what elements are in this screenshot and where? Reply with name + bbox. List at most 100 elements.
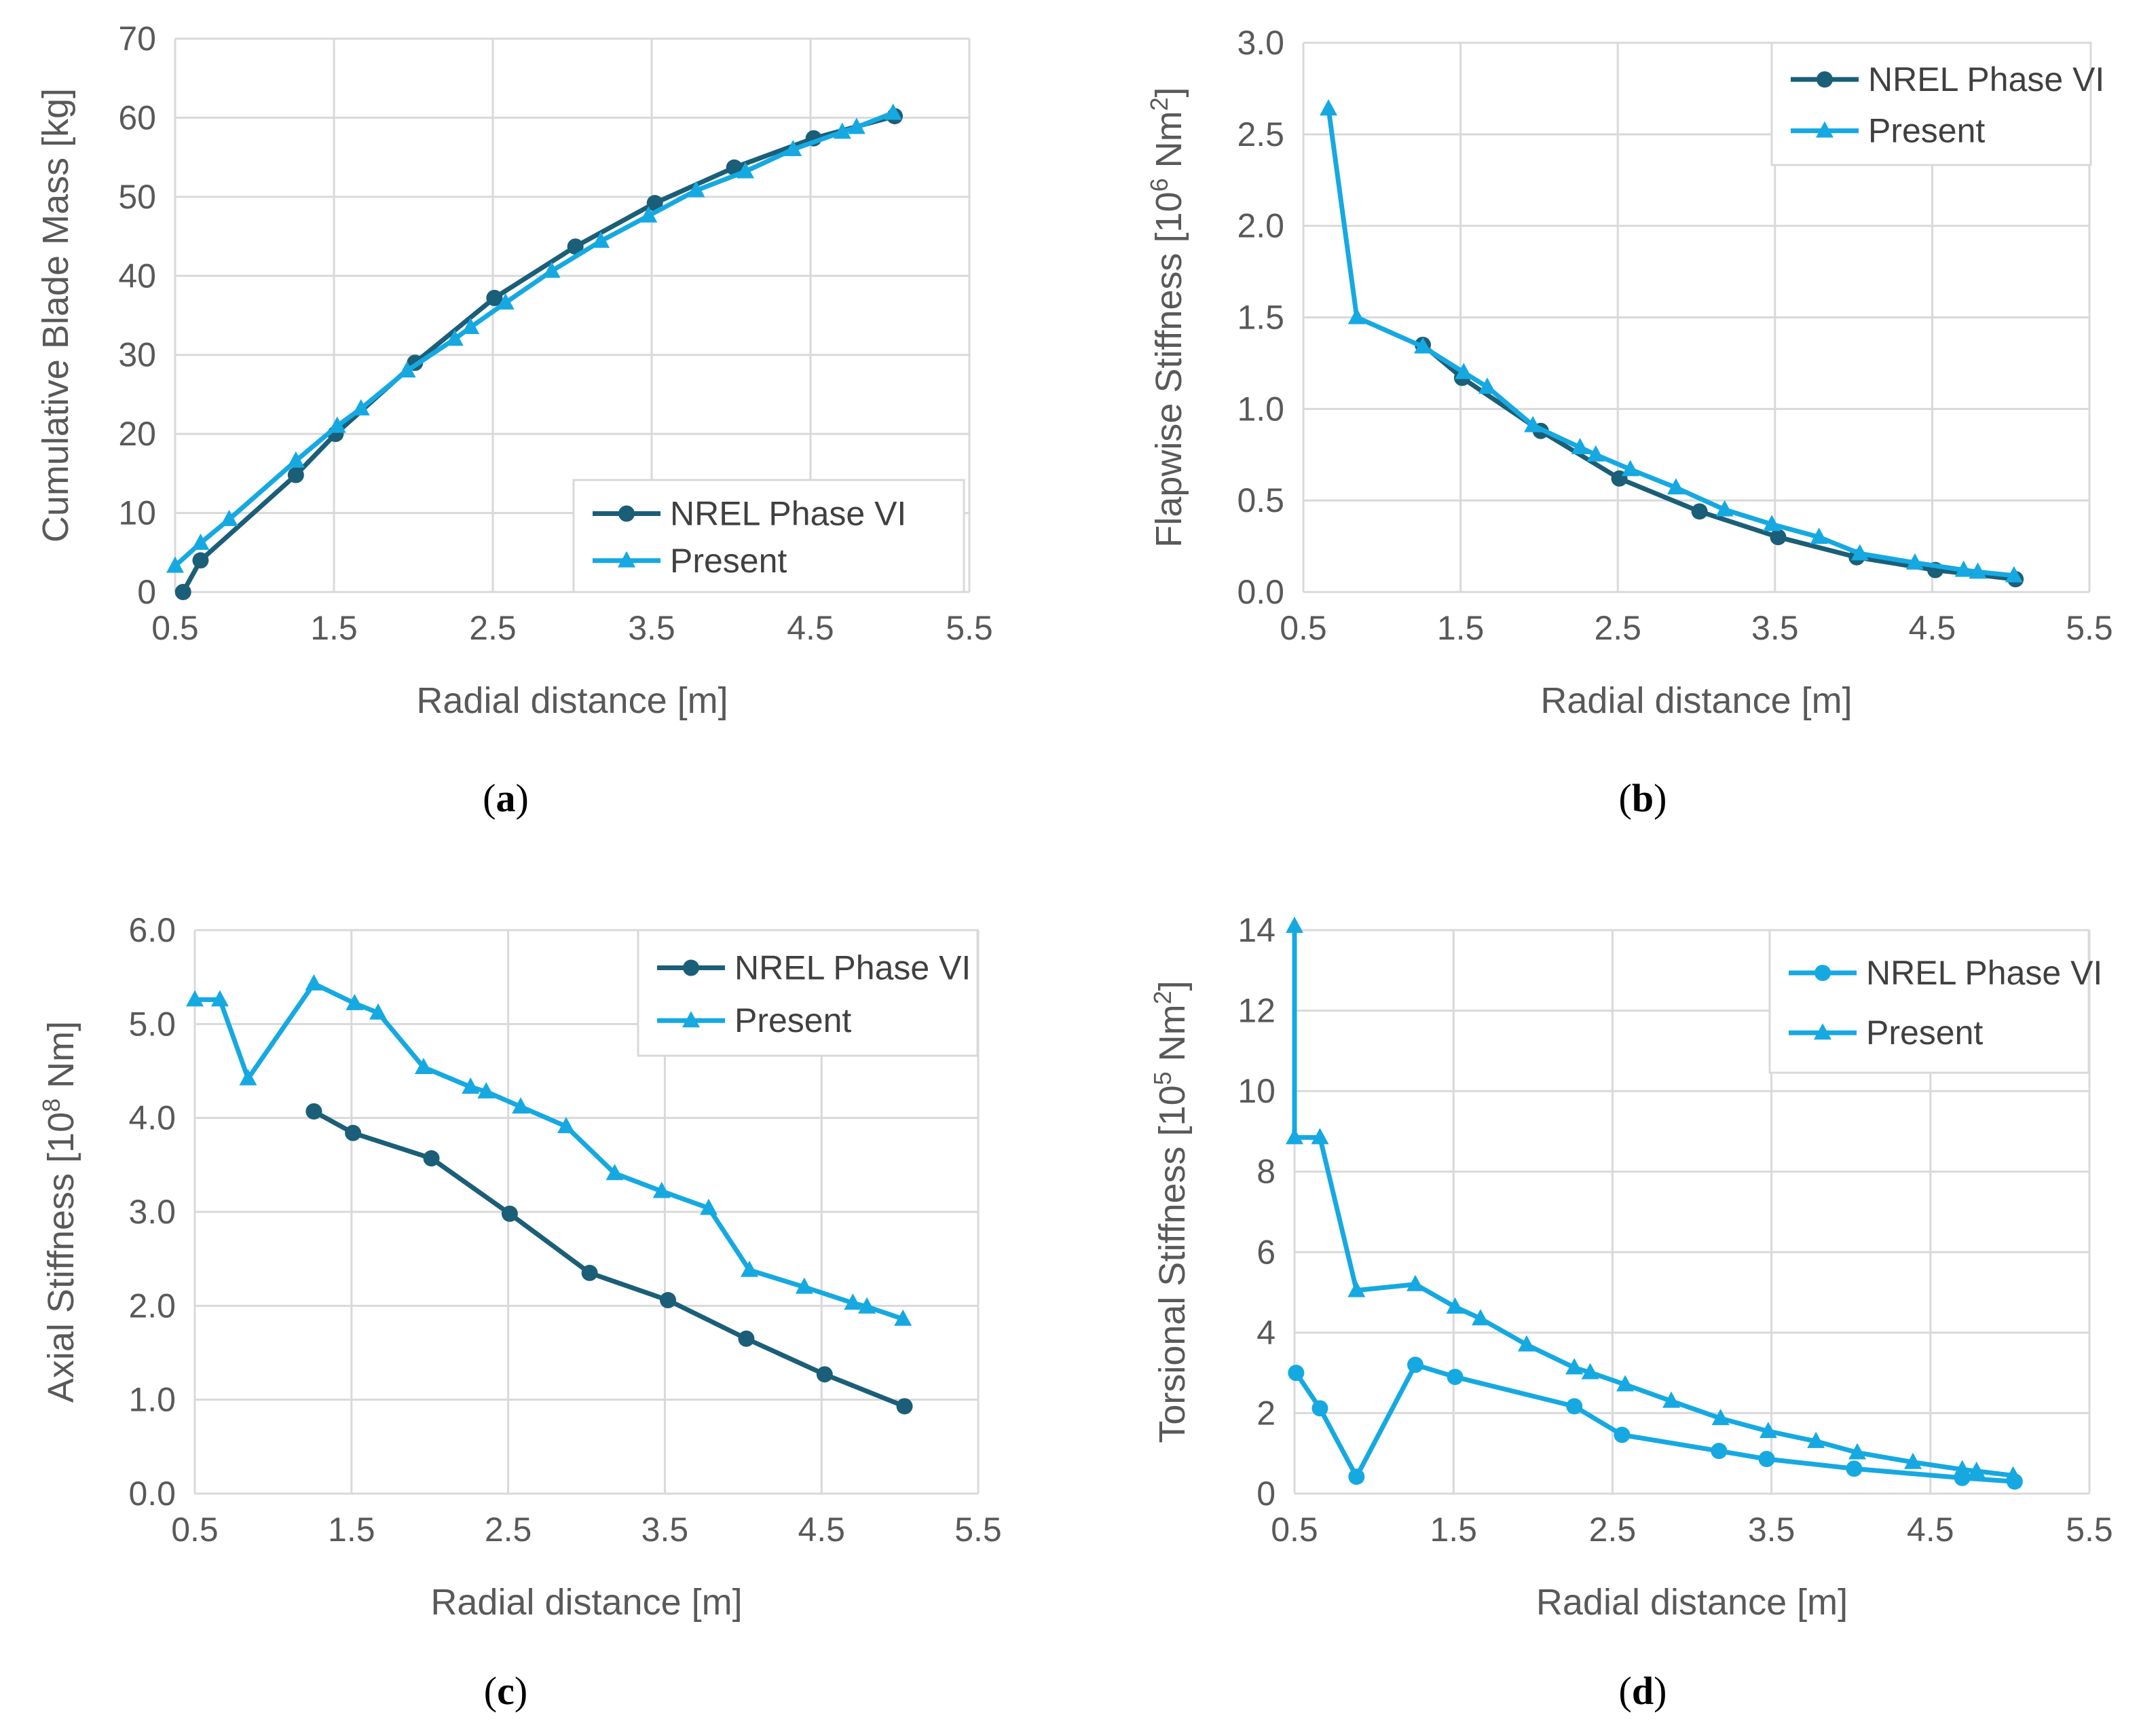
data-point-present xyxy=(1810,528,1828,544)
data-point-present xyxy=(833,122,851,139)
legend-box xyxy=(1768,929,2090,1074)
data-point-present xyxy=(512,1097,530,1114)
data-point-present xyxy=(1347,308,1366,325)
legend-label: NREL Phase VI xyxy=(670,495,906,533)
y-tick-label: 2 xyxy=(1256,1394,1276,1432)
y-tick-label: 20 xyxy=(118,415,156,453)
data-point-present xyxy=(1954,560,1973,577)
y-axis-label-unit: Nm] xyxy=(41,1021,81,1098)
legend-marker-circle xyxy=(1817,71,1833,88)
caption-letter: a xyxy=(496,776,516,820)
data-point-present xyxy=(1565,1358,1584,1375)
data-point-present xyxy=(1347,1280,1366,1297)
x-tick-label: 3.5 xyxy=(1751,609,1799,647)
y-axis-label-sup: 6 xyxy=(1145,178,1173,191)
data-point-present xyxy=(1455,363,1473,380)
x-axis-label: Radial distance [m] xyxy=(1540,680,1852,721)
data-point-present xyxy=(1667,478,1685,495)
data-point-present xyxy=(462,1077,480,1094)
y-axis-label-sup: 8 xyxy=(37,1098,65,1112)
data-point-present xyxy=(1406,1274,1424,1291)
data-point-present xyxy=(328,416,346,433)
data-point-present xyxy=(1524,415,1542,432)
y-tick-label: 1.0 xyxy=(128,1381,176,1419)
data-point-nrel xyxy=(1348,1469,1365,1485)
legend: NREL Phase VI Present xyxy=(1768,929,2102,1074)
data-point-present xyxy=(1286,1128,1303,1145)
y-axis-label: Torsional Stiffness [105 Nm2] xyxy=(1149,980,1193,1443)
legend-box xyxy=(572,479,965,593)
data-point-present xyxy=(369,1003,388,1020)
y-tick-label: 0 xyxy=(137,573,156,611)
data-point-present xyxy=(1616,1375,1635,1392)
data-point-present xyxy=(639,206,658,223)
y-tick-label: 10 xyxy=(118,494,156,532)
data-point-present xyxy=(700,1198,718,1215)
y-axis-label-unit: Nm xyxy=(1149,111,1189,178)
y-tick-label: 2.0 xyxy=(128,1287,176,1325)
data-point-nrel xyxy=(423,1150,440,1167)
y-tick-label: 6.0 xyxy=(128,911,176,949)
chart-b: 0.00.51.01.52.02.53.00.5 1.5 2.5 3.5 4.5 5.5R… xyxy=(1145,24,2113,820)
x-tick-label: 2.5 xyxy=(1594,609,1641,647)
data-point-present xyxy=(795,1277,813,1294)
x-tick-label: 2.5 xyxy=(469,609,517,647)
data-point-nrel xyxy=(660,1292,677,1309)
x-tick-label: 0.5 xyxy=(171,1511,219,1549)
data-point-present xyxy=(210,990,229,1007)
data-point-present xyxy=(858,1297,876,1314)
legend-label: Present xyxy=(1866,1014,1983,1052)
data-point-present xyxy=(1446,1297,1464,1314)
caption-close: ) xyxy=(1654,1669,1667,1713)
y-tick-label: 4.0 xyxy=(128,1099,176,1137)
x-tick-label: 1.5 xyxy=(1437,609,1485,647)
y-axis-label-text: Cumulative Blade Mass [kg] xyxy=(35,88,76,542)
x-tick-label: 3.5 xyxy=(641,1511,689,1549)
data-point-nrel xyxy=(1711,1443,1728,1460)
y-axis-label: Axial Stiffness [108 Nm] xyxy=(37,1021,81,1403)
y-tick-label: 3.0 xyxy=(128,1193,176,1231)
legend: NREL Phase VI Present xyxy=(1770,41,2104,166)
y-tick-label: 2.0 xyxy=(1237,207,1284,245)
caption-open: ( xyxy=(1619,776,1632,820)
y-tick-label: 1.0 xyxy=(1237,390,1284,428)
y-tick-label: 40 xyxy=(118,257,156,295)
x-tick-label: 5.5 xyxy=(946,609,993,647)
y-tick-label: 0 xyxy=(1256,1475,1276,1513)
data-point-nrel xyxy=(486,289,503,306)
data-point-present xyxy=(477,1082,496,1098)
data-point-present xyxy=(1320,99,1338,116)
legend-marker-triangle xyxy=(618,551,635,568)
data-point-nrel xyxy=(345,1124,362,1141)
caption-close: ) xyxy=(515,1669,527,1713)
legend-box xyxy=(1770,41,2092,166)
data-point-present xyxy=(1807,1431,1825,1448)
data-point-present xyxy=(542,261,561,278)
y-axis-label: Cumulative Blade Mass [kg] xyxy=(35,88,76,542)
y-tick-label: 1.5 xyxy=(1237,299,1284,337)
panel-caption: (b) xyxy=(1619,776,1667,820)
data-point-present xyxy=(2004,1466,2022,1483)
y-tick-label: 0.5 xyxy=(1237,481,1284,519)
data-point-nrel xyxy=(1311,1400,1328,1417)
data-point-nrel xyxy=(1288,1365,1305,1382)
data-point-present xyxy=(286,451,305,468)
data-point-present xyxy=(784,140,802,156)
data-point-nrel xyxy=(896,1398,913,1415)
legend-label: NREL Phase VI xyxy=(734,949,971,987)
data-point-nrel xyxy=(1407,1356,1423,1373)
data-point-present xyxy=(1414,337,1432,354)
data-point-present xyxy=(847,117,865,134)
data-point-present xyxy=(557,1117,575,1134)
chart-c: 0.0 1.0 2.0 3.0 4.0 5.0 6.0 0.5 1.5 2.5 3.5 4.5 5.5 R… xyxy=(37,911,1002,1713)
x-axis-label: Radial distance [m] xyxy=(416,680,728,721)
legend-marker-triangle xyxy=(682,1011,700,1028)
panel-caption: (d) xyxy=(1619,1669,1667,1713)
y-tick-label: 70 xyxy=(118,20,156,58)
data-point-present xyxy=(1586,445,1605,462)
data-point-present xyxy=(1953,1460,1971,1477)
y-tick-label: 6 xyxy=(1256,1233,1276,1271)
caption-open: ( xyxy=(484,1669,497,1713)
x-tick-label: 5.5 xyxy=(954,1511,1002,1549)
